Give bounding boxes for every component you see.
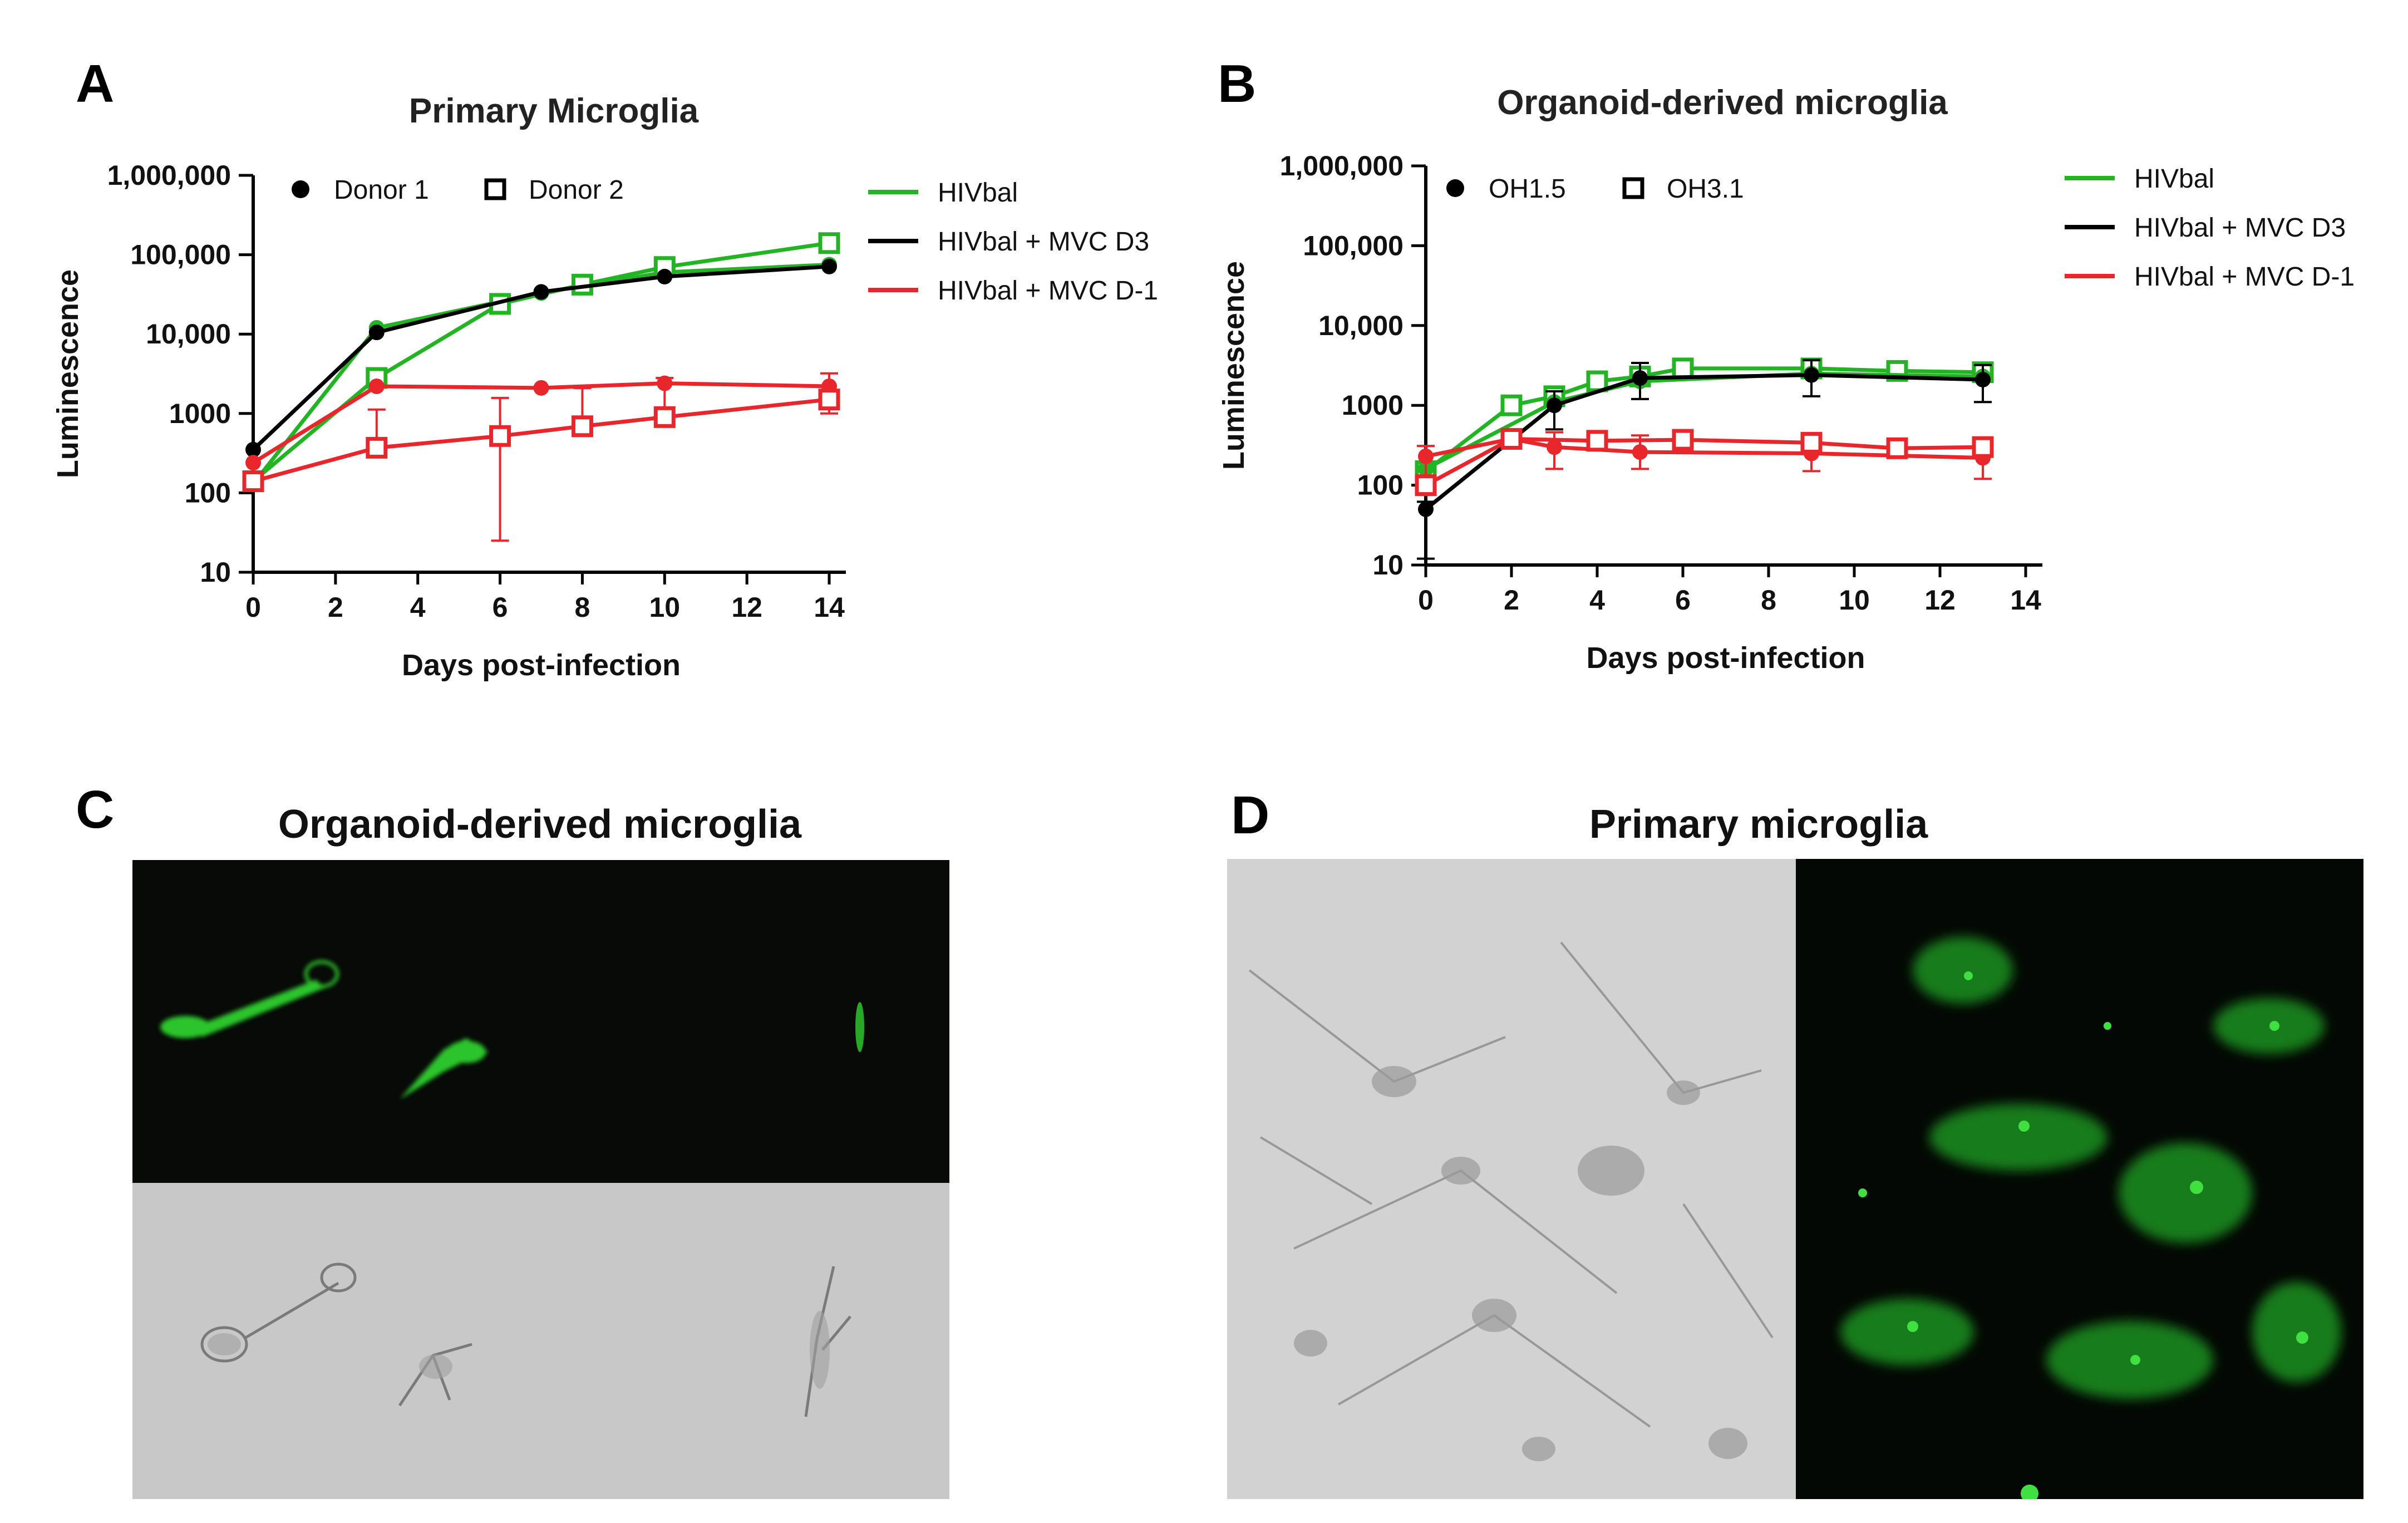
- data-point: [368, 325, 385, 341]
- x-tick-label: 12: [1924, 584, 1956, 616]
- data-point: [821, 258, 837, 274]
- data-point: [533, 380, 549, 396]
- y-tick-label: 1000: [169, 398, 231, 429]
- data-point: [1418, 448, 1434, 464]
- data-point: [366, 436, 388, 459]
- x-tick-label: 10: [649, 592, 680, 623]
- x-tick-label: 2: [1504, 584, 1519, 616]
- y-tick-label: 100,000: [1303, 230, 1404, 261]
- legend-marker-label: Donor 2: [529, 175, 624, 205]
- x-axis-label: Days post-infection: [402, 648, 681, 682]
- y-tick-label: 100: [185, 477, 231, 508]
- data-point: [1586, 370, 1608, 392]
- x-tick-label: 0: [1418, 584, 1434, 616]
- data-point: [1886, 437, 1908, 459]
- y-axis-label: Luminescence: [51, 269, 85, 478]
- data-point: [1972, 436, 1994, 458]
- series-line: [252, 241, 830, 483]
- data-point: [653, 406, 676, 428]
- x-tick-label: 14: [814, 592, 845, 623]
- y-tick-label: 100: [1357, 470, 1404, 501]
- data-point: [1500, 428, 1523, 450]
- data-point: [368, 378, 385, 394]
- chart-organoid-derived-microglia: Organoid-derived microglia 0 2 4 6 8 10 12 14 10 1…: [1217, 83, 2355, 675]
- x-tick-label: 12: [731, 592, 762, 623]
- legend-marker-circle: [1446, 179, 1464, 197]
- data-point: [245, 455, 261, 471]
- y-tick-label: 1000: [1342, 390, 1404, 421]
- panel-c-title: Organoid-derived microglia: [278, 802, 802, 847]
- data-point: [1547, 439, 1562, 455]
- x-tick-label: 8: [1761, 584, 1776, 616]
- x-tick-label: 4: [410, 592, 426, 623]
- data-point: [1632, 444, 1648, 460]
- data-point: [1547, 397, 1562, 414]
- panel-letter-a: A: [76, 54, 115, 114]
- x-tick-label: 2: [328, 592, 343, 623]
- y-tick-label: 1,000,000: [107, 160, 231, 191]
- y-tick-label: 10: [1372, 549, 1404, 581]
- data-point: [1672, 429, 1694, 451]
- legend-color-label: HIVbal + MVC D-1: [2134, 262, 2355, 292]
- primary-fluorescence-image: [1796, 859, 2363, 1499]
- x-tick-label: 4: [1589, 584, 1605, 616]
- x-tick-label: 6: [493, 592, 508, 623]
- panel-letter-c: C: [76, 780, 115, 839]
- series-line: [253, 397, 830, 483]
- y-axis-label: Luminescence: [1217, 261, 1250, 470]
- x-tick-label: 10: [1839, 584, 1870, 616]
- x-axis-label: Days post-infection: [1586, 641, 1865, 675]
- legend-color-label: HIVbal: [2134, 164, 2214, 194]
- y-tick-label: 1,000,000: [1280, 150, 1404, 181]
- legend-marker-label: OH1.5: [1489, 174, 1566, 204]
- panel-letter-d: D: [1231, 785, 1270, 845]
- data-point: [818, 232, 840, 254]
- data-point: [1975, 371, 1991, 387]
- data-point: [533, 284, 549, 300]
- legend-color-label: HIVbal + MVC D3: [2134, 213, 2346, 243]
- data-point: [1586, 430, 1608, 452]
- organoid-brightfield-image: [132, 1183, 949, 1499]
- data-point: [1800, 431, 1823, 454]
- data-point: [1415, 474, 1437, 497]
- data-point: [242, 470, 264, 493]
- y-tick-label: 100,000: [130, 239, 231, 271]
- data-point: [489, 425, 511, 447]
- data-point: [1500, 394, 1523, 416]
- x-tick-label: 0: [245, 592, 261, 623]
- data-point: [1632, 370, 1648, 386]
- chart-primary-microglia: Primary Microglia 0 2 4 6 8 10 12 14 10 100 1000 10,…: [51, 92, 1158, 682]
- chart-title: Organoid-derived microglia: [1497, 83, 1948, 122]
- data-point: [245, 441, 261, 458]
- legend-color-label: HIVbal + MVC D-1: [938, 276, 1158, 306]
- data-point: [1804, 367, 1819, 383]
- legend-marker-square: [1622, 177, 1644, 199]
- y-tick-label: 10,000: [1318, 310, 1404, 341]
- legend-color-label: HIVbal + MVC D3: [938, 227, 1149, 257]
- panel-d-title: Primary microglia: [1589, 802, 1928, 847]
- x-tick-label: 6: [1675, 584, 1691, 616]
- panel-letter-b: B: [1218, 54, 1257, 114]
- y-tick-label: 10: [200, 557, 231, 588]
- legend-marker-label: OH3.1: [1667, 174, 1744, 204]
- data-point: [571, 415, 593, 438]
- x-tick-label: 14: [2010, 584, 2041, 616]
- chart-title: Primary Microglia: [409, 92, 699, 130]
- legend-color-label: HIVbal: [938, 178, 1018, 208]
- data-point: [657, 268, 673, 284]
- data-point: [1418, 501, 1434, 517]
- organoid-fluorescence-image: [132, 860, 949, 1183]
- data-point: [1672, 357, 1694, 380]
- y-tick-label: 10,000: [146, 318, 231, 350]
- data-point: [818, 389, 840, 411]
- legend-marker-square: [484, 178, 506, 200]
- x-tick-label: 8: [575, 592, 590, 623]
- legend-marker-circle: [292, 180, 309, 198]
- legend-marker-label: Donor 1: [334, 175, 429, 205]
- primary-brightfield-image: [1227, 859, 1796, 1499]
